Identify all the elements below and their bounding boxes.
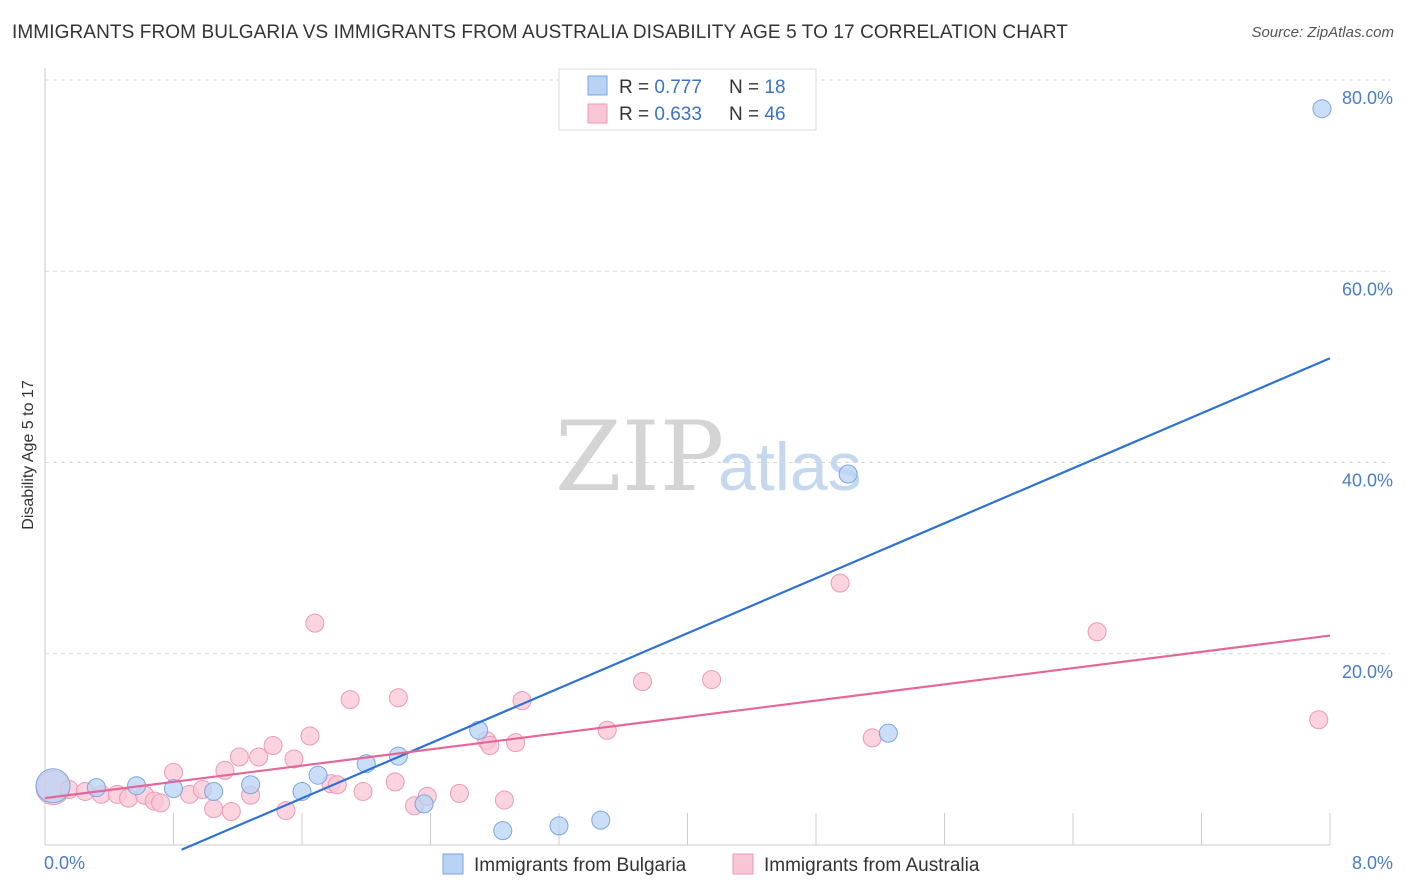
australia-point bbox=[284, 749, 304, 769]
series-legend: Immigrants from Bulgaria Immigrants from… bbox=[442, 853, 980, 876]
svg-text:N = 18: N = 18 bbox=[729, 77, 786, 98]
legend-label-bulgaria: Immigrants from Bulgaria bbox=[474, 855, 687, 876]
bulgaria-point bbox=[414, 794, 434, 814]
australia-point bbox=[862, 728, 882, 748]
australia-point bbox=[204, 799, 224, 819]
chart-title: IMMIGRANTS FROM BULGARIA VS IMMIGRANTS F… bbox=[12, 22, 1069, 43]
australia-point bbox=[249, 747, 269, 767]
australia-point bbox=[353, 781, 373, 801]
x-tick-label: 0.0% bbox=[44, 853, 85, 873]
australia-point bbox=[480, 736, 500, 756]
australia-point bbox=[221, 802, 241, 822]
australia-point bbox=[388, 688, 408, 708]
trendlines bbox=[44, 357, 1331, 851]
watermark-atlas: atlas bbox=[718, 429, 862, 505]
bulgaria-point bbox=[493, 821, 513, 841]
australia-point bbox=[263, 736, 283, 756]
stats-n-label-australia: N = bbox=[729, 104, 764, 125]
australia-point bbox=[305, 613, 325, 633]
tick-labels: 20.0% 40.0% 60.0% 80.0% 0.0% 8.0% bbox=[44, 88, 1393, 873]
x-tick-label: 8.0% bbox=[1352, 853, 1393, 873]
bulgaria-point bbox=[164, 779, 183, 799]
bulgaria-point bbox=[549, 816, 569, 836]
australia-point bbox=[449, 783, 469, 803]
bulgaria-point bbox=[878, 723, 898, 743]
bulgaria-point bbox=[1312, 99, 1332, 119]
legend-swatch-bulgaria bbox=[442, 853, 464, 875]
stats-r-value-australia: 0.633 bbox=[654, 104, 702, 125]
australia-point bbox=[1309, 710, 1329, 730]
australia-point bbox=[385, 772, 405, 792]
svg-text:R = 0.633: R = 0.633 bbox=[619, 104, 702, 125]
y-axis-title: Disability Age 5 to 17 bbox=[20, 380, 37, 530]
australia-point bbox=[702, 670, 722, 690]
bulgaria-point bbox=[204, 781, 224, 801]
watermark: ZIP atlas bbox=[555, 401, 862, 513]
bulgaria-point bbox=[838, 464, 858, 484]
australia-point bbox=[506, 733, 526, 753]
bulgaria-point bbox=[241, 775, 261, 795]
stats-r-label-australia: R = bbox=[619, 104, 654, 125]
stats-n-value-australia: 46 bbox=[764, 104, 785, 125]
bulgaria-point bbox=[591, 810, 611, 830]
australia-point bbox=[597, 720, 617, 740]
source-credit: Source: ZipAtlas.com bbox=[1251, 24, 1394, 41]
australia-point bbox=[633, 671, 653, 691]
y-tick-label: 40.0% bbox=[1342, 471, 1393, 491]
y-tick-label: 60.0% bbox=[1342, 279, 1393, 299]
australia-point bbox=[1087, 622, 1107, 642]
stats-r-label-bulgaria: R = bbox=[619, 77, 654, 98]
stats-r-value-bulgaria: 0.777 bbox=[654, 77, 702, 98]
bulgaria-point bbox=[35, 768, 71, 804]
legend-swatch-australia bbox=[732, 853, 754, 875]
australia-point bbox=[300, 726, 320, 746]
stats-legend-swatch-bulgaria bbox=[587, 75, 608, 96]
bulgaria-point bbox=[308, 765, 328, 785]
australia-point bbox=[340, 690, 360, 710]
svg-text:R = 0.777: R = 0.777 bbox=[619, 77, 702, 98]
y-tick-label: 80.0% bbox=[1342, 88, 1393, 108]
australia-point bbox=[164, 762, 183, 782]
stats-n-value-bulgaria: 18 bbox=[764, 77, 785, 98]
legend-label-australia: Immigrants from Australia bbox=[764, 855, 980, 876]
stats-legend-swatch-australia bbox=[587, 103, 608, 124]
australia-point bbox=[151, 793, 171, 813]
svg-text:N = 46: N = 46 bbox=[729, 104, 786, 125]
australia-trendline bbox=[44, 634, 1331, 800]
stats-legend: R = 0.777 N = 18 R = 0.633 N = 46 bbox=[558, 68, 817, 131]
australia-point bbox=[229, 747, 249, 767]
bulgaria-point bbox=[86, 778, 106, 798]
bulgaria-trendline bbox=[181, 357, 1331, 851]
australia-point bbox=[494, 790, 514, 810]
grid bbox=[44, 68, 1390, 846]
bulgaria-point bbox=[469, 720, 489, 740]
y-tick-label: 20.0% bbox=[1342, 662, 1393, 682]
australia-point bbox=[830, 573, 850, 593]
watermark-zip: ZIP bbox=[555, 401, 724, 513]
stats-n-label-bulgaria: N = bbox=[729, 77, 764, 98]
